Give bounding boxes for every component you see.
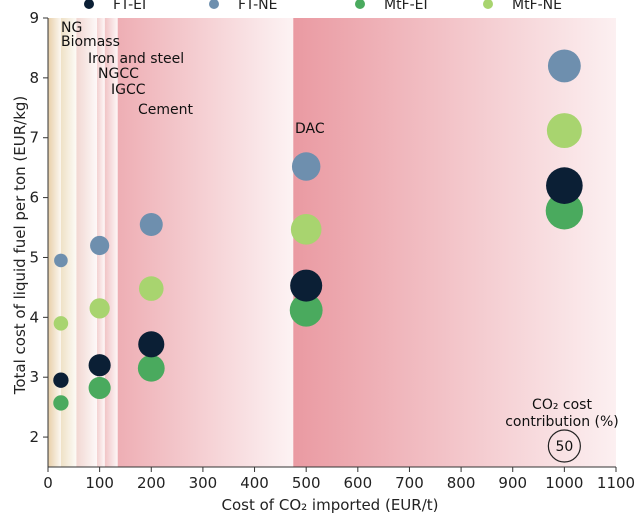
y-tick-label: 5 — [29, 248, 39, 266]
size-legend-title: CO₂ cost — [532, 397, 592, 413]
region-label: NGCC — [98, 66, 139, 82]
y-axis-title: Total cost of liquid fuel per ton (EUR/k… — [11, 96, 29, 396]
point-ft-ei — [88, 354, 111, 377]
legend-label-mtf-ne: MtF-NE — [512, 0, 562, 13]
x-tick-label: 900 — [498, 474, 527, 492]
region-iron-and-steel — [76, 18, 98, 467]
region-label: NG — [61, 20, 82, 36]
x-tick-label: 1000 — [545, 474, 583, 492]
x-tick-label: 800 — [447, 474, 476, 492]
legend: FT-EI FT-NE MtF-EI MtF-NE — [84, 0, 562, 13]
point-ft-ei — [53, 372, 69, 388]
data-points — [53, 49, 584, 411]
y-tick-label: 4 — [29, 308, 39, 326]
region-biomass — [60, 18, 77, 467]
region-label: DAC — [295, 121, 325, 137]
x-axis-title: Cost of CO₂ imported (EUR/t) — [222, 496, 439, 514]
region-cement — [117, 18, 294, 467]
legend-marker-mtf-ne — [483, 0, 493, 9]
legend-marker-ft-ne — [209, 0, 219, 9]
region-label: Cement — [138, 102, 194, 118]
point-ft-ei — [290, 269, 323, 302]
axes: 0 100 200 300 400 500 600 700 800 900 1000 1100 2 3 4 5… — [29, 9, 635, 492]
legend-label-ft-ei: FT-EI — [113, 0, 146, 13]
point-ft-ne — [139, 213, 163, 237]
x-tick-label: 0 — [43, 474, 53, 492]
x-tick-label: 1100 — [597, 474, 635, 492]
point-mtf-ne — [546, 113, 582, 149]
point-mtf-ei — [137, 354, 165, 382]
x-tick-label: 700 — [395, 474, 424, 492]
point-ft-ne — [291, 152, 321, 181]
point-mtf-ei — [53, 395, 69, 411]
point-mtf-ne — [89, 298, 110, 319]
point-mtf-ei — [88, 376, 111, 400]
size-legend-value: 50 — [555, 439, 573, 455]
x-tick-label: 500 — [292, 474, 321, 492]
x-tick-label: 400 — [240, 474, 269, 492]
y-tick-label: 8 — [29, 69, 39, 87]
y-tick-label: 7 — [29, 129, 39, 147]
size-legend-subtitle: contribution (%) — [505, 414, 619, 430]
y-tick-label: 3 — [29, 368, 39, 386]
point-mtf-ne — [290, 214, 322, 245]
region-label: Biomass — [61, 34, 120, 50]
legend-label-mtf-ei: MtF-EI — [384, 0, 428, 13]
region-igcc — [104, 18, 118, 467]
point-ft-ne — [547, 49, 581, 83]
legend-label-ft-ne: FT-NE — [238, 0, 277, 13]
x-tick-label: 600 — [343, 474, 372, 492]
size-legend-circle — [547, 429, 581, 463]
point-mtf-ei — [545, 192, 584, 230]
region-label: Iron and steel — [88, 51, 184, 67]
point-ft-ei — [138, 331, 165, 358]
point-ft-ne — [54, 253, 68, 268]
y-tick-label: 6 — [29, 189, 39, 207]
legend-marker-ft-ei — [84, 0, 94, 9]
x-tick-label: 200 — [137, 474, 166, 492]
point-mtf-ei — [289, 293, 323, 327]
y-tick-label: 2 — [29, 428, 39, 446]
point-mtf-ne — [53, 316, 69, 331]
region-dac — [293, 18, 616, 467]
region-label: IGCC — [111, 82, 146, 98]
x-tick-label: 300 — [189, 474, 218, 492]
point-mtf-ne — [138, 276, 164, 301]
x-tick-label: 100 — [85, 474, 114, 492]
point-ft-ei — [546, 167, 583, 204]
point-ft-ne — [90, 235, 110, 256]
legend-marker-mtf-ei — [355, 0, 365, 9]
y-tick-label: 9 — [29, 9, 39, 27]
region-ng — [48, 18, 61, 467]
